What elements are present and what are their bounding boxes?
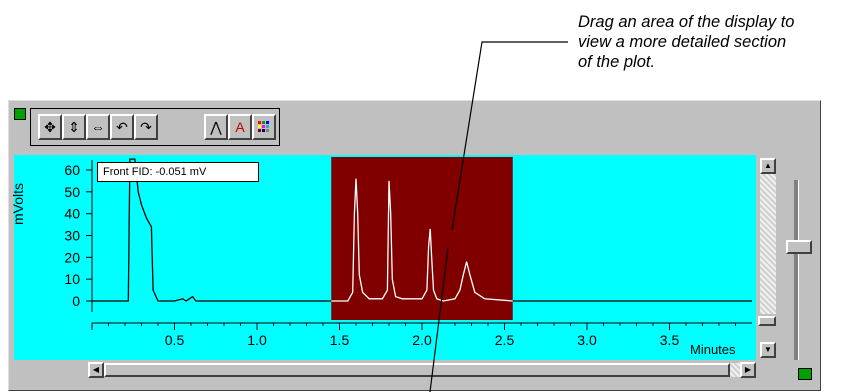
arrow-right-icon: ▶ bbox=[744, 365, 752, 374]
rotate-left-icon: ↶ bbox=[116, 118, 128, 135]
signal-trace bbox=[92, 158, 332, 302]
font-button[interactable]: A bbox=[228, 114, 252, 140]
horizontal-arrows-icon: ⇔ bbox=[91, 119, 105, 135]
vertical-scroll-track[interactable] bbox=[760, 174, 776, 314]
font-a-icon: A bbox=[235, 119, 245, 135]
horizontal-zoom-button[interactable]: ⇔ bbox=[86, 114, 110, 140]
color-button[interactable] bbox=[252, 114, 276, 140]
horizontal-scroll-thumb[interactable] bbox=[104, 363, 730, 377]
peak-icon: ⋀ bbox=[210, 118, 222, 135]
y-tick-label: 20 bbox=[64, 249, 80, 265]
scroll-up-button[interactable]: ▲ bbox=[760, 158, 776, 174]
vertical-scroll-thumb[interactable] bbox=[758, 316, 776, 326]
y-tick-label: 50 bbox=[64, 184, 80, 200]
undo-zoom-button[interactable]: ↶ bbox=[110, 114, 134, 140]
scroll-right-button[interactable]: ▶ bbox=[740, 362, 756, 378]
vertical-arrows-icon: ⇕ bbox=[68, 118, 80, 135]
x-tick-label: 2.5 bbox=[495, 332, 515, 348]
color-grid-icon bbox=[258, 121, 269, 132]
x-tick-label: 2.0 bbox=[412, 332, 432, 348]
x-tick-label: 1.0 bbox=[247, 332, 267, 348]
callout-text: Drag an area of the display to view a mo… bbox=[578, 13, 795, 71]
y-tick-label: 0 bbox=[72, 293, 80, 309]
x-tick-label: 3.0 bbox=[577, 332, 597, 348]
x-tick-label: 3.5 bbox=[660, 332, 680, 348]
zoom-slider-thumb[interactable] bbox=[786, 240, 812, 254]
arrow-down-icon: ▼ bbox=[764, 345, 772, 354]
signal-tooltip: Front FID: -0.051 mV bbox=[97, 162, 259, 182]
scroll-down-button[interactable]: ▼ bbox=[760, 342, 776, 358]
pan-button[interactable]: ✥ bbox=[38, 114, 62, 140]
y-tick-label: 10 bbox=[64, 271, 80, 287]
window-corner-icon bbox=[798, 368, 812, 380]
vertical-zoom-button[interactable]: ⇕ bbox=[62, 114, 86, 140]
y-tick-label: 40 bbox=[64, 206, 80, 222]
move-arrows-icon: ✥ bbox=[44, 118, 56, 135]
rotate-right-icon: ↷ bbox=[140, 118, 152, 135]
zoom-slider-track[interactable] bbox=[794, 180, 799, 360]
x-tick-label: 0.5 bbox=[165, 332, 185, 348]
horizontal-scroll-track[interactable] bbox=[730, 363, 740, 377]
y-tick-label: 30 bbox=[64, 228, 80, 244]
peak-button[interactable]: ⋀ bbox=[204, 114, 228, 140]
redo-zoom-button[interactable]: ↷ bbox=[134, 114, 158, 140]
y-tick-label: 60 bbox=[64, 162, 80, 178]
x-axis-label: Minutes bbox=[690, 342, 736, 357]
toolbar-toggle-icon[interactable] bbox=[14, 108, 26, 120]
x-tick-label: 1.5 bbox=[330, 332, 350, 348]
signal-trace-selected bbox=[331, 178, 513, 302]
arrow-left-icon: ◀ bbox=[92, 365, 100, 374]
scroll-left-button[interactable]: ◀ bbox=[88, 362, 104, 378]
arrow-up-icon: ▲ bbox=[764, 161, 772, 170]
